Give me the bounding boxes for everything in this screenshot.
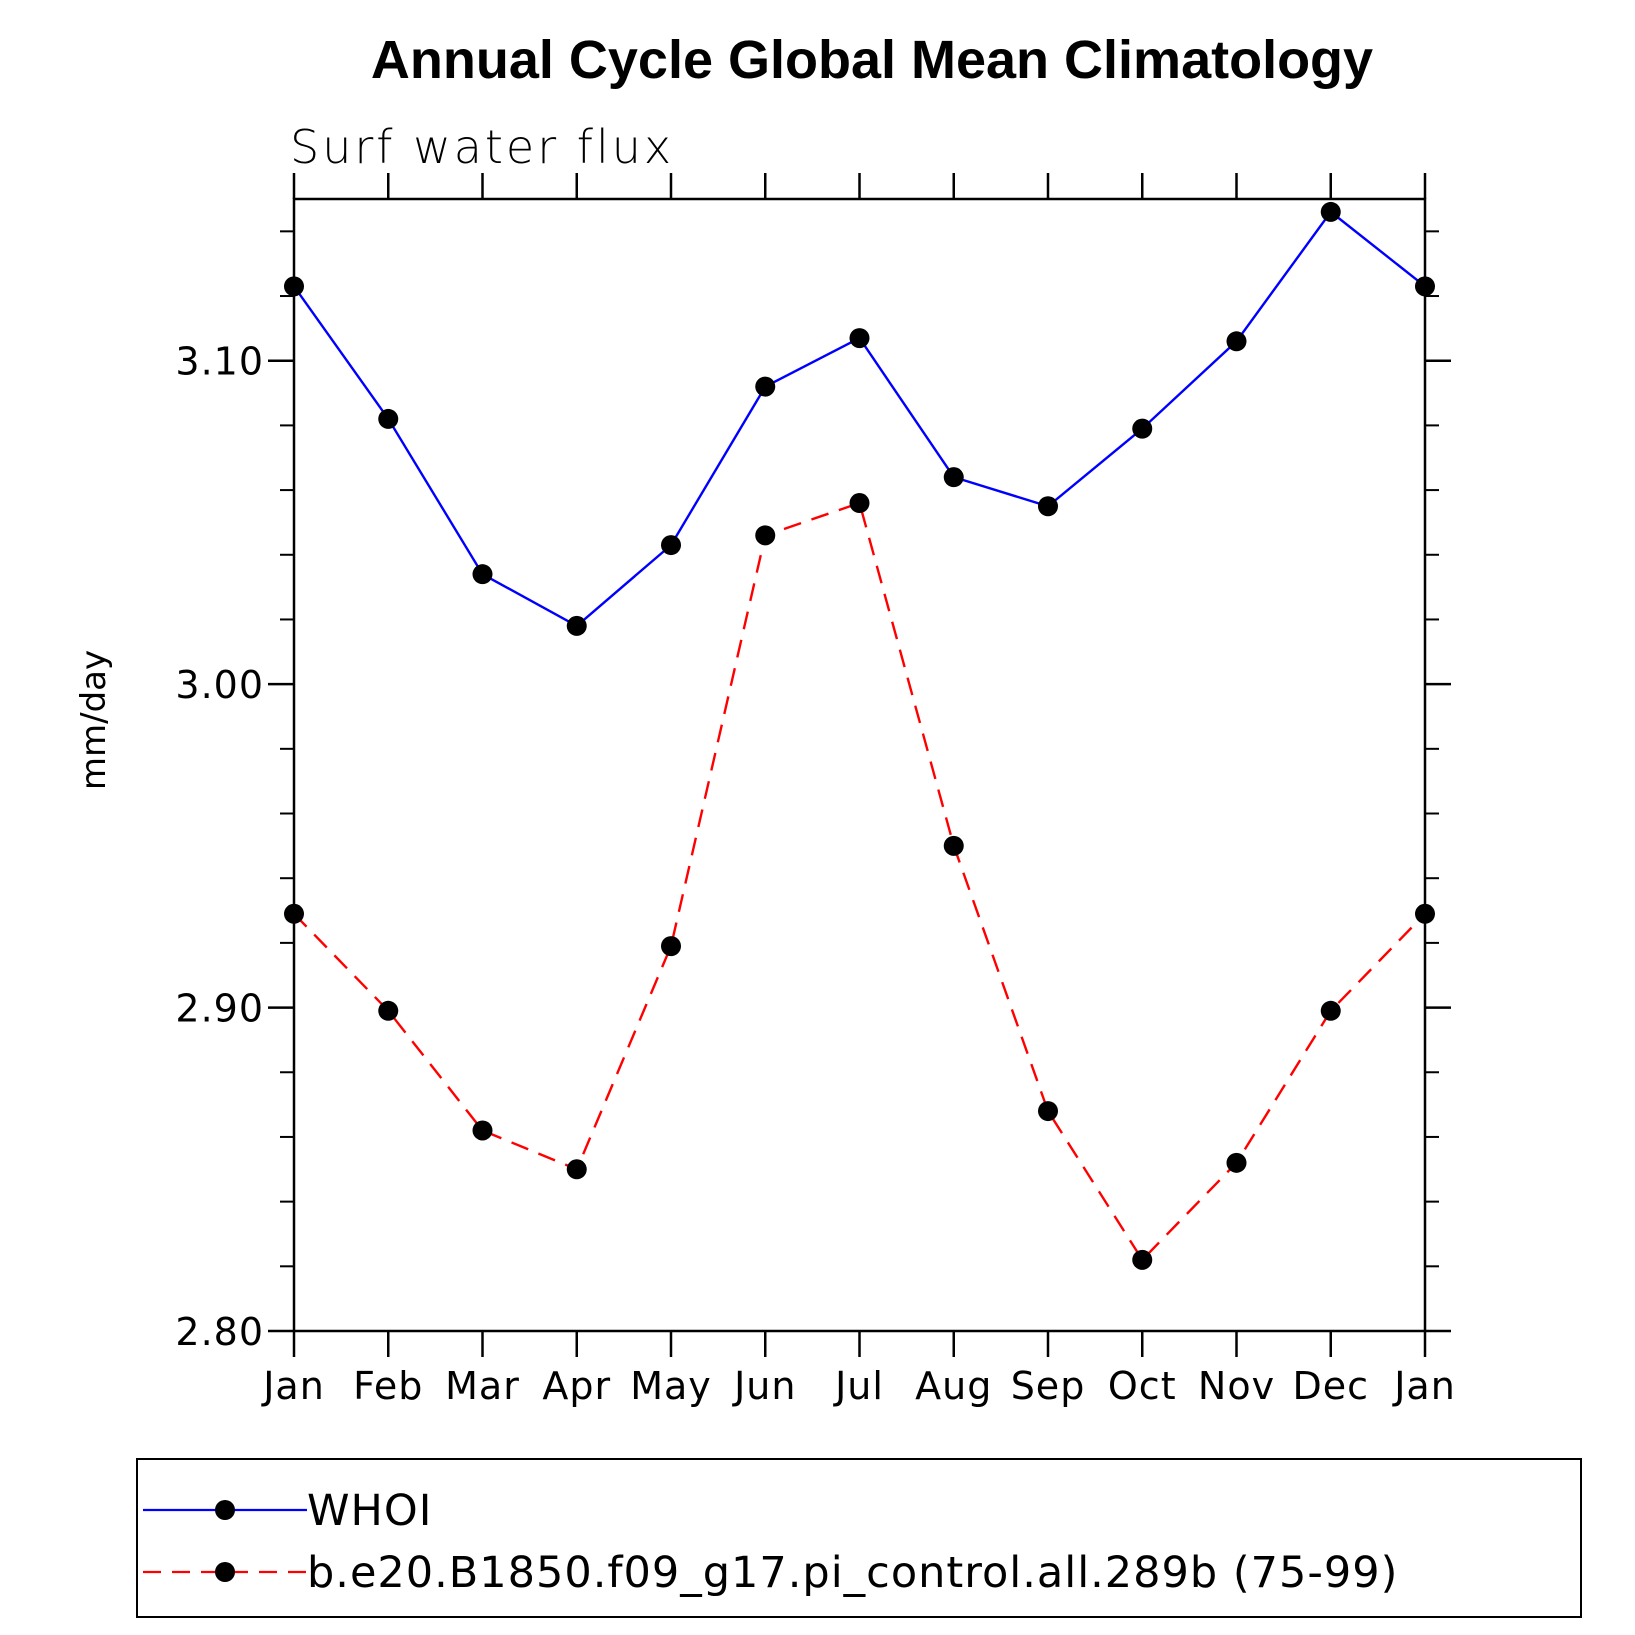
y-tick-label: 2.80 bbox=[175, 1310, 264, 1354]
series-0-point bbox=[1320, 201, 1341, 222]
x-tick-label: Jul bbox=[833, 1364, 884, 1408]
x-tick-label: Jan bbox=[1392, 1364, 1456, 1408]
series-1-point bbox=[849, 493, 870, 514]
series-0-point bbox=[566, 615, 587, 636]
series-0-point bbox=[943, 467, 964, 488]
x-tick-label: Nov bbox=[1198, 1364, 1275, 1408]
series-0-point bbox=[284, 276, 304, 297]
series-1-point bbox=[1038, 1101, 1058, 1122]
x-tick-label: May bbox=[630, 1364, 712, 1408]
series-0-point bbox=[1415, 276, 1435, 297]
x-tick-label: Feb bbox=[353, 1364, 423, 1408]
y-tick-label: 3.00 bbox=[175, 663, 264, 707]
y-tick-label: 3.10 bbox=[175, 340, 264, 384]
series-0-point bbox=[1038, 496, 1058, 517]
y-tick-label: 2.90 bbox=[175, 987, 264, 1031]
legend-box bbox=[136, 1458, 1582, 1618]
x-tick-label: Apr bbox=[542, 1364, 611, 1408]
series-1-point bbox=[1320, 1000, 1341, 1021]
series-0-point bbox=[661, 535, 681, 556]
series-0-point bbox=[1226, 331, 1247, 352]
legend-marker-model bbox=[215, 1562, 235, 1582]
series-1-point bbox=[1226, 1152, 1247, 1173]
x-tick-label: Jun bbox=[732, 1364, 796, 1408]
series-1-point bbox=[1415, 903, 1435, 924]
legend-item-model: b.e20.B1850.f09_g17.pi_control.all.289b … bbox=[143, 1548, 1398, 1598]
legend-marker-whoi bbox=[215, 1500, 235, 1520]
plot-axes: Jan Feb Mar Apr May Jun Jul Aug Sep Oct Nov Dec Jan 2… bbox=[175, 173, 1455, 1408]
series-1-point bbox=[661, 936, 681, 957]
series-0-point bbox=[755, 376, 776, 397]
legend-label-model: b.e20.B1850.f09_g17.pi_control.all.289b … bbox=[307, 1548, 1398, 1598]
series-line-0 bbox=[293, 210, 1426, 628]
series-0-point bbox=[472, 564, 493, 585]
series-1-point bbox=[284, 903, 304, 924]
legend-label-whoi: WHOI bbox=[307, 1486, 432, 1536]
x-tick-label: Oct bbox=[1108, 1364, 1177, 1408]
x-tick-label: Dec bbox=[1292, 1364, 1369, 1408]
series-line-1 bbox=[293, 501, 1426, 1262]
series-0-point bbox=[1132, 418, 1153, 439]
x-tick-label: Jan bbox=[261, 1364, 325, 1408]
series-1-point bbox=[566, 1159, 587, 1180]
series-0-point bbox=[378, 408, 399, 429]
series-1-point bbox=[1132, 1249, 1153, 1270]
chart-title: Annual Cycle Global Mean Climatology bbox=[371, 30, 1373, 90]
series-1-point bbox=[472, 1120, 493, 1141]
series-1-point bbox=[943, 835, 964, 856]
series-layer bbox=[284, 201, 1435, 1270]
x-tick-label: Aug bbox=[915, 1364, 992, 1408]
chart-subtitle: Surf water flux bbox=[290, 120, 674, 174]
y-axis-label: mm/day bbox=[74, 650, 114, 790]
legend-item-whoi: WHOI bbox=[143, 1486, 432, 1536]
x-tick-label: Mar bbox=[445, 1364, 520, 1408]
x-tick-label: Sep bbox=[1011, 1364, 1086, 1408]
series-1-point bbox=[378, 1000, 399, 1021]
series-0-point bbox=[849, 328, 870, 349]
series-1-point bbox=[755, 525, 776, 546]
plot-frame bbox=[292, 197, 1427, 1333]
